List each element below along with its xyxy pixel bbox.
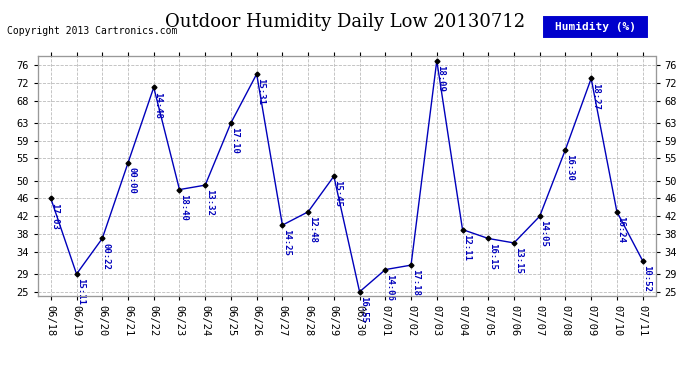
Text: Humidity (%): Humidity (%) (555, 22, 635, 32)
Text: 14:05: 14:05 (540, 220, 549, 247)
Text: 12:11: 12:11 (462, 234, 471, 261)
Text: 18:09: 18:09 (437, 65, 446, 92)
Text: 17:10: 17:10 (230, 127, 239, 154)
Text: 14:06: 14:06 (385, 274, 394, 301)
Text: 18:27: 18:27 (591, 82, 600, 110)
Text: 16:15: 16:15 (488, 243, 497, 270)
Text: Copyright 2013 Cartronics.com: Copyright 2013 Cartronics.com (7, 26, 177, 36)
Text: 15:45: 15:45 (333, 180, 342, 207)
Text: 16:24: 16:24 (617, 216, 626, 243)
Text: 00:00: 00:00 (128, 167, 137, 194)
Text: 14:25: 14:25 (282, 229, 291, 256)
Text: 13:32: 13:32 (205, 189, 214, 216)
Text: 13:15: 13:15 (513, 247, 522, 274)
Text: 16:55: 16:55 (359, 296, 368, 323)
Text: 12:48: 12:48 (308, 216, 317, 243)
Text: Outdoor Humidity Daily Low 20130712: Outdoor Humidity Daily Low 20130712 (165, 13, 525, 31)
Text: 15:31: 15:31 (256, 78, 266, 105)
Text: 17:03: 17:03 (50, 202, 59, 229)
Text: 18:40: 18:40 (179, 194, 188, 220)
Text: 10:52: 10:52 (642, 265, 651, 292)
Text: 16:30: 16:30 (565, 154, 574, 181)
Text: 00:22: 00:22 (102, 243, 111, 270)
Text: 17:18: 17:18 (411, 269, 420, 296)
Text: 15:11: 15:11 (76, 278, 85, 305)
Text: 14:48: 14:48 (153, 92, 162, 118)
